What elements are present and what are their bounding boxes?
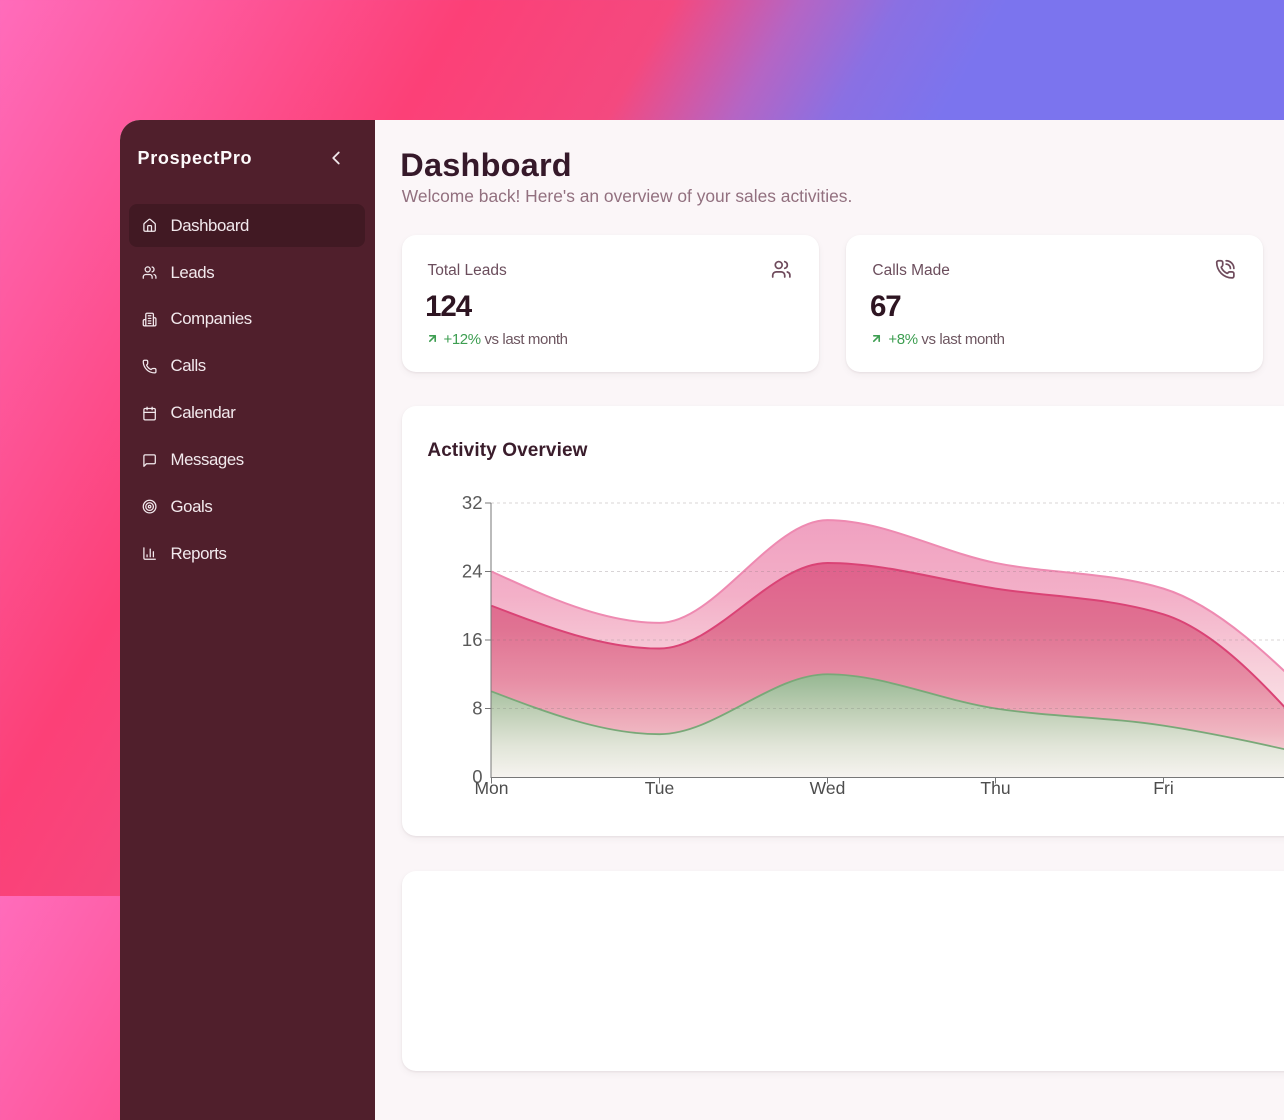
svg-text:0: 0 (472, 766, 482, 787)
svg-text:8: 8 (472, 698, 482, 719)
svg-text:24: 24 (461, 561, 482, 582)
svg-text:16: 16 (461, 629, 482, 650)
svg-text:Thu: Thu (980, 778, 1010, 798)
svg-text:Fri: Fri (1153, 778, 1173, 798)
svg-text:Tue: Tue (644, 778, 674, 798)
svg-text:32: 32 (461, 492, 482, 513)
svg-text:Wed: Wed (809, 778, 845, 798)
svg-text:Mon: Mon (474, 778, 508, 798)
